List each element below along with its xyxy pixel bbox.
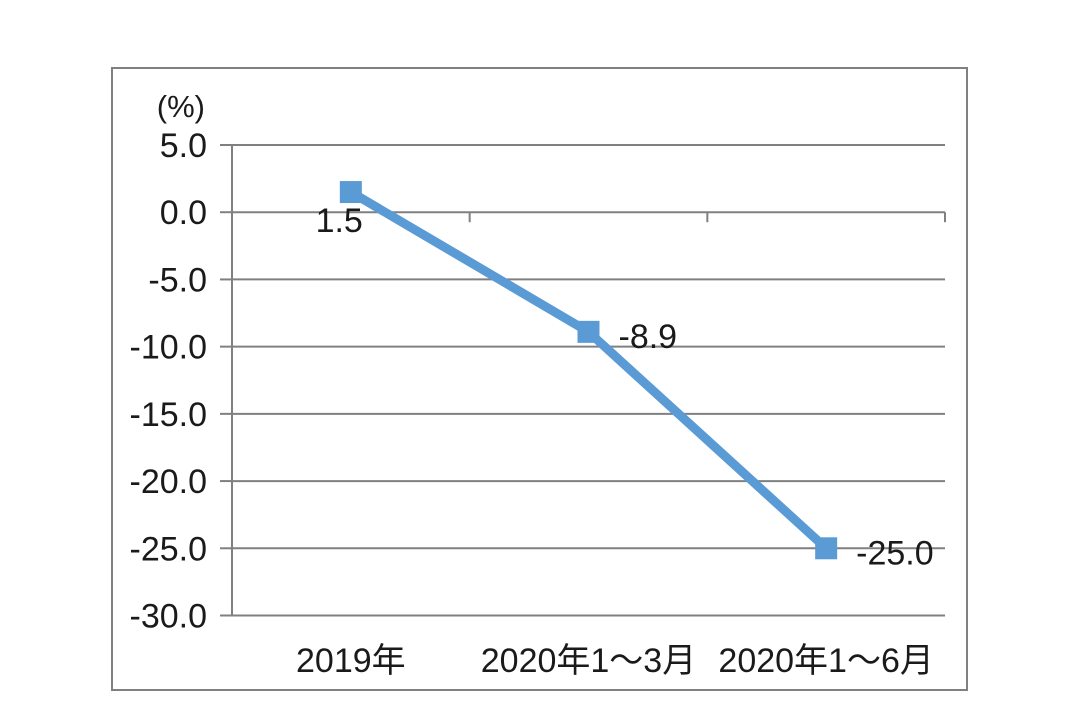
data-point-marker: [815, 537, 838, 560]
data-point-marker: [577, 320, 600, 343]
y-tick-label: -20.0: [130, 463, 208, 501]
data-label: -8.9: [619, 318, 678, 356]
y-tick-label: -15.0: [130, 396, 208, 434]
y-tick-label: -10.0: [130, 329, 208, 367]
figure-border: [111, 67, 968, 691]
y-tick-label: -30.0: [130, 598, 208, 636]
data-label: -25.0: [856, 534, 934, 572]
y-tick-label: 5.0: [160, 127, 207, 165]
y-tick-label: -5.0: [148, 261, 207, 299]
x-tick-label: 2020年1～3月: [481, 642, 696, 680]
y-tick-label: -25.0: [130, 530, 208, 568]
x-tick-label: 2020年1～6月: [718, 642, 933, 680]
y-axis-unit-label: (%): [157, 89, 205, 124]
data-label: 1.5: [316, 202, 363, 240]
y-tick-label: 0.0: [160, 194, 207, 232]
data-point-marker: [339, 181, 362, 204]
x-tick-label: 2019年: [296, 642, 406, 680]
